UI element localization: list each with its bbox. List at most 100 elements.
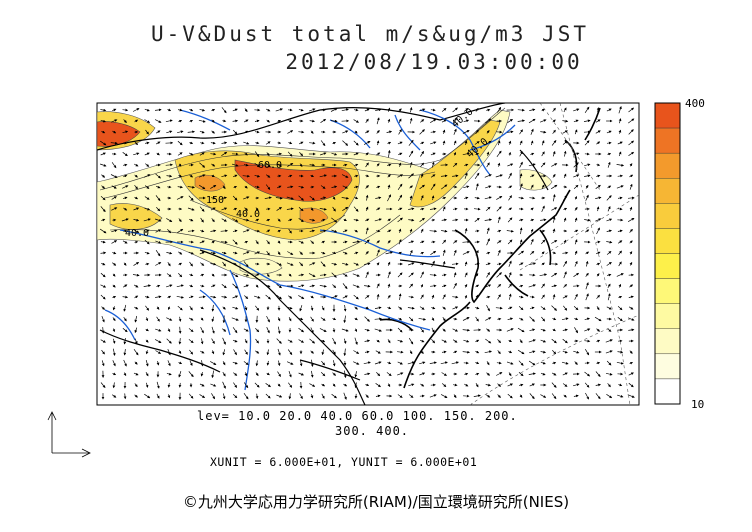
wind-arrow <box>265 284 271 288</box>
wind-arrow <box>475 107 479 112</box>
wind-arrow <box>409 117 413 124</box>
wind-arrow <box>563 107 567 113</box>
wind-arrow <box>342 295 348 299</box>
wind-arrow <box>167 229 172 234</box>
wind-arrow <box>200 338 204 345</box>
wind-arrow <box>397 272 403 278</box>
wind-arrow <box>221 151 228 156</box>
wind-arrow <box>298 339 305 343</box>
wind-arrow <box>265 162 271 168</box>
wind-arrow <box>143 218 151 222</box>
wind-arrow <box>441 119 447 123</box>
wind-arrow <box>574 239 578 245</box>
wind-arrow <box>266 273 270 278</box>
wind-arrow <box>496 150 502 158</box>
wind-arrow <box>441 107 447 112</box>
wind-arrow <box>486 151 490 156</box>
wind-arrow <box>607 273 612 277</box>
wind-arrow <box>474 217 480 222</box>
wind-arrow <box>100 108 107 112</box>
wind-arrow <box>365 271 369 279</box>
wind-arrow <box>112 317 116 322</box>
wind-arrow <box>606 229 612 233</box>
wind-arrow <box>497 140 501 146</box>
wind-arrow <box>387 261 391 266</box>
wind-arrow <box>123 119 127 124</box>
wind-arrow <box>277 229 281 233</box>
wind-arrow <box>221 295 228 299</box>
wind-arrow <box>112 348 116 356</box>
wind-arrow <box>342 240 348 244</box>
wind-arrow <box>430 130 436 134</box>
wind-arrow <box>375 196 382 200</box>
wind-arrow <box>331 152 338 156</box>
wind-arrow <box>321 339 326 343</box>
wind-arrow <box>420 240 425 244</box>
wind-arrow <box>398 306 403 310</box>
wind-arrow <box>627 196 635 200</box>
wind-arrow <box>530 207 534 211</box>
wind-arrow <box>628 151 635 156</box>
wind-arrow <box>398 118 402 124</box>
wind-arrow <box>354 163 359 167</box>
wind-arrow <box>319 284 327 288</box>
wind-arrow <box>541 283 545 289</box>
wind-arrow <box>132 273 140 277</box>
legend-swatch <box>654 353 681 380</box>
wind-arrow <box>563 284 567 288</box>
wind-arrow <box>376 283 380 289</box>
wind-arrow <box>310 240 314 244</box>
wind-arrow <box>551 272 558 277</box>
wind-arrow <box>387 118 391 123</box>
wind-arrow <box>123 284 128 288</box>
wind-arrow <box>486 305 490 312</box>
wind-arrow <box>210 185 217 189</box>
wind-arrow <box>453 249 457 256</box>
wind-arrow <box>187 185 195 189</box>
wind-arrow <box>629 206 633 211</box>
wind-arrow <box>286 207 294 211</box>
wind-arrow <box>321 218 326 222</box>
wind-arrow <box>563 260 567 267</box>
wind-arrow <box>353 294 359 300</box>
wind-arrow <box>596 240 601 244</box>
wind-arrow <box>341 108 349 112</box>
wind-arrow <box>507 119 513 123</box>
wind-arrow <box>134 295 139 299</box>
wind-arrow <box>177 185 183 189</box>
wind-arrow <box>298 130 305 134</box>
wind-arrow <box>508 172 512 179</box>
wind-arrow <box>255 305 260 311</box>
wind-arrow <box>101 327 105 334</box>
wind-arrow <box>530 218 535 222</box>
wind-arrow <box>552 251 557 255</box>
wind-arrow <box>342 251 348 255</box>
wind-arrow <box>144 196 150 200</box>
wind-arrow <box>387 283 391 288</box>
wind-arrow <box>519 218 524 222</box>
wind-arrow <box>134 240 139 244</box>
wind-arrow <box>298 284 305 288</box>
wind-arrow <box>167 295 172 299</box>
wind-arrow <box>463 185 470 189</box>
wind-arrow <box>111 162 117 169</box>
wind-arrow <box>133 348 139 356</box>
wind-arrow <box>265 141 271 145</box>
wind-arrow <box>200 217 204 223</box>
wind-arrow <box>276 294 282 300</box>
wind-arrow <box>155 350 162 354</box>
wind-arrow <box>508 260 512 267</box>
wind-arrow <box>419 108 426 112</box>
wind-arrow <box>232 239 238 245</box>
wind-arrow <box>122 185 129 189</box>
wind-arrow <box>276 185 282 189</box>
wind-arrow <box>530 140 534 146</box>
legend-swatch <box>654 228 681 254</box>
wind-arrow <box>474 262 480 266</box>
wind-arrow <box>407 262 415 266</box>
wind-arrow <box>552 317 557 321</box>
wind-arrow <box>200 141 205 145</box>
wind-arrow <box>398 228 402 233</box>
wind-arrow <box>176 196 184 200</box>
wind-arrow <box>574 317 579 321</box>
